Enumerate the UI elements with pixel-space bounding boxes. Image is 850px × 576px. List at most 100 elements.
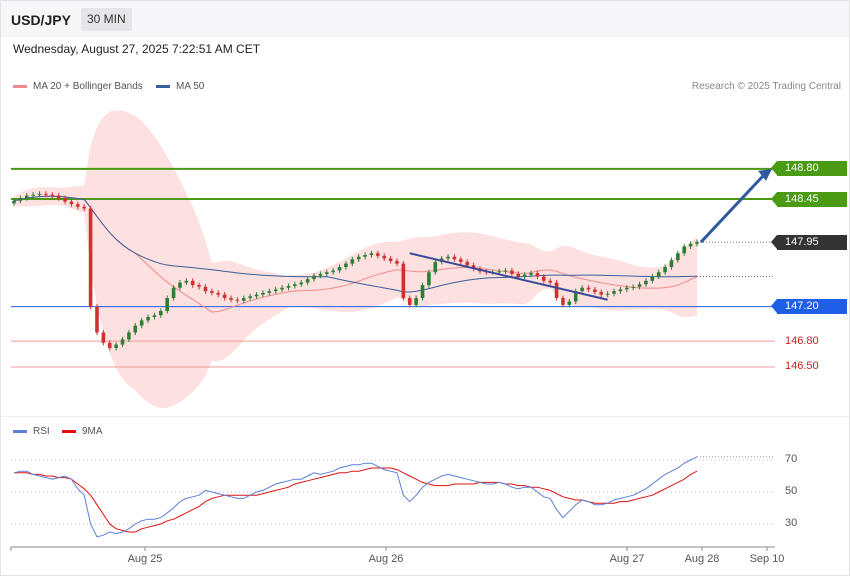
timestamp: Wednesday, August 27, 2025 7:22:51 AM CE… — [13, 42, 261, 56]
candle-body — [503, 270, 508, 272]
candle-body — [165, 298, 169, 311]
candle-body — [618, 289, 623, 292]
candle-body — [631, 286, 635, 288]
candle-body — [305, 279, 310, 283]
legend-label-rsi: RSI — [33, 426, 50, 437]
legend-swatch-ma50 — [156, 85, 170, 88]
ma50-line — [13, 195, 698, 293]
candle-body — [446, 256, 450, 259]
legend-item-ma20[interactable]: MA 20 + Bollinger Bands — [13, 81, 143, 92]
candle-body — [107, 342, 112, 348]
price-tag-146-80: 146.80 — [785, 334, 819, 347]
candle-body — [37, 193, 42, 195]
candle-body — [656, 272, 661, 277]
candle-body — [114, 344, 118, 348]
legend-label-ma20: MA 20 + Bollinger Bands — [33, 81, 143, 92]
candle-body — [554, 282, 559, 299]
candle-body — [350, 259, 355, 264]
candle-body — [612, 291, 616, 294]
candle-body — [548, 280, 552, 283]
candle-body — [593, 289, 597, 293]
candle-body — [650, 276, 655, 281]
candle-body — [573, 291, 578, 302]
candle-body — [18, 198, 23, 201]
candle-body — [241, 298, 246, 301]
candle-body — [159, 310, 163, 316]
legend-item-ma50[interactable]: MA 50 — [156, 81, 204, 92]
credit-text: Research © 2025 Trading Central — [691, 81, 841, 92]
candle-body — [382, 255, 387, 259]
candle-body — [216, 292, 221, 295]
candle-body — [203, 286, 208, 292]
candle-body — [248, 296, 252, 299]
candle-body — [586, 287, 591, 290]
legend-label-ma50: MA 50 — [176, 81, 205, 92]
candle-body — [235, 299, 240, 301]
x-tick-label: Aug 27 — [609, 553, 645, 565]
candle-body — [286, 286, 291, 288]
candle-body — [644, 280, 648, 285]
legend-swatch-ma20 — [13, 85, 27, 88]
candle-body — [459, 259, 463, 262]
candle-body — [401, 263, 406, 299]
candle-body — [669, 260, 674, 268]
candle-body — [88, 208, 93, 307]
candle-body — [24, 195, 29, 199]
candle-body — [452, 256, 457, 260]
candle-body — [293, 284, 297, 286]
candle-body — [356, 256, 361, 260]
rsi-tick-label: 70 — [785, 453, 798, 465]
candle-body — [497, 271, 501, 273]
candle-body — [44, 193, 48, 195]
candle-body — [12, 200, 16, 204]
rsi-tick-label: 50 — [785, 485, 798, 497]
candle-body — [637, 284, 642, 287]
candle-body — [273, 289, 278, 292]
target-arrow — [699, 173, 766, 244]
candle-body — [471, 265, 476, 269]
candle-body — [388, 258, 393, 262]
candle-body — [663, 267, 667, 273]
candle-body — [605, 293, 610, 295]
candle-body — [56, 195, 61, 199]
candle-body — [312, 275, 316, 280]
x-tick-label: Aug 26 — [368, 553, 404, 565]
candle-body — [369, 253, 374, 255]
candle-body — [146, 317, 150, 321]
candle-body — [139, 320, 144, 326]
candle-body — [427, 272, 431, 286]
candle-body — [695, 242, 699, 244]
legend-swatch-rsi — [13, 430, 27, 433]
candle-body — [420, 285, 425, 299]
candle-body — [363, 255, 367, 257]
candle-body — [567, 301, 572, 305]
candle-body — [197, 285, 201, 287]
rsi-line — [13, 456, 698, 538]
panel-divider — [1, 416, 849, 417]
candle-body — [407, 298, 412, 305]
legend-item-9ma[interactable]: 9MA — [62, 426, 103, 437]
candle-body — [31, 194, 35, 196]
legend-label-9ma: 9MA — [82, 426, 103, 437]
candle-body — [210, 291, 214, 293]
candle-body — [465, 261, 470, 266]
price-tag-148-45: 148.45 — [771, 191, 847, 207]
candle-body — [624, 287, 629, 290]
candle-body — [510, 270, 514, 274]
bollinger-band — [14, 110, 697, 409]
candle-body — [376, 253, 380, 256]
legend-item-rsi[interactable]: RSI — [13, 426, 50, 437]
candle-body — [120, 339, 125, 345]
candle-body — [414, 298, 418, 305]
symbol-title[interactable]: USD/JPY — [11, 12, 71, 28]
candle-body — [267, 291, 272, 293]
target-arrowhead — [758, 168, 772, 181]
candle-body — [184, 280, 189, 283]
timeframe-button[interactable]: 30 MIN — [81, 8, 132, 31]
candle-body — [190, 280, 195, 286]
candle-body — [529, 273, 533, 275]
candle-body — [133, 325, 138, 333]
candle-body — [76, 204, 80, 207]
candle-body — [516, 273, 521, 277]
